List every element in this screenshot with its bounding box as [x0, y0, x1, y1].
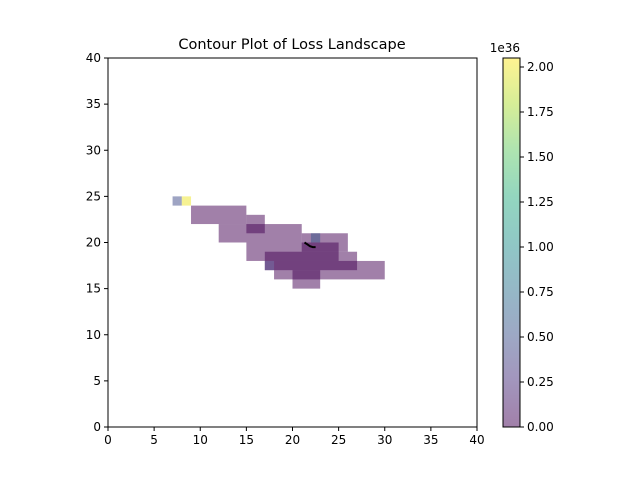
y-tick-label: 0: [93, 420, 101, 434]
x-axis: 0 5 10 15 20 25 30 35 40: [104, 427, 485, 447]
heatmap-cell: [172, 196, 182, 206]
x-tick-label: 25: [331, 433, 346, 447]
colorbar-frame: [502, 57, 521, 428]
colorbar-axis: 0.00 0.25 0.50 0.75 1.00 1.25 1.50 1.75 2.00: [520, 60, 554, 434]
colorbar-tick-label: 1.00: [527, 240, 554, 254]
heatmap-cell: [301, 233, 348, 252]
colorbar-tick-label: 1.75: [527, 105, 554, 119]
heatmap-cell: [292, 270, 321, 289]
colorbar-tick-label: 1.50: [527, 150, 554, 164]
x-tick-label: 40: [469, 433, 484, 447]
optimizer-path: [303, 241, 316, 249]
y-tick-label: 35: [86, 97, 101, 111]
colorbar-tick-label: 2.00: [527, 60, 554, 74]
y-tick-label: 40: [86, 51, 101, 65]
heatmap-cell: [310, 233, 321, 243]
colorbar-tick-label: 0.50: [527, 330, 554, 344]
heatmap-cell: [264, 260, 275, 271]
y-tick-label: 25: [86, 189, 101, 203]
y-tick-label: 30: [86, 143, 101, 157]
colorbar-tick-label: 1.25: [527, 195, 554, 209]
colorbar-multiplier: 1e36: [490, 41, 520, 55]
optimizer-path-line: [303, 241, 316, 249]
y-tick-label: 5: [93, 374, 101, 388]
x-tick-label: 30: [377, 433, 392, 447]
x-tick-label: 35: [423, 433, 438, 447]
heatmap-cell: [191, 205, 247, 225]
heatmap-cell: [218, 224, 302, 243]
heatmap-cell: [274, 260, 385, 280]
colorbar-tick-label: 0.75: [527, 285, 554, 299]
x-tick-label: 0: [104, 433, 112, 447]
colorbar-tick-label: 0.00: [527, 420, 554, 434]
y-tick-label: 15: [86, 282, 101, 296]
x-tick-label: 20: [285, 433, 300, 447]
heatmap-cells: [172, 196, 385, 289]
chart-title: Contour Plot of Loss Landscape: [178, 37, 405, 53]
colorbar-tick-label: 0.25: [527, 375, 554, 389]
heatmap-cell: [181, 196, 192, 206]
colorbar: [503, 58, 520, 427]
x-tick-label: 10: [193, 433, 208, 447]
x-tick-label: 5: [150, 433, 158, 447]
y-axis: 0 5 10 15 20 25 30 35 40: [86, 51, 108, 434]
x-tick-label: 15: [239, 433, 254, 447]
y-tick-label: 20: [86, 236, 101, 250]
y-tick-label: 10: [86, 328, 101, 342]
